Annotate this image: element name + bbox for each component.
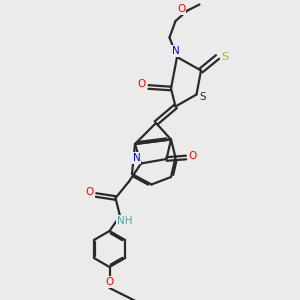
Text: N: N — [133, 153, 140, 163]
Text: S: S — [221, 52, 229, 62]
Text: O: O — [105, 277, 114, 287]
Text: O: O — [177, 4, 186, 14]
Text: NH: NH — [117, 215, 132, 226]
Text: O: O — [86, 187, 94, 197]
Text: O: O — [137, 79, 145, 89]
Text: N: N — [172, 46, 179, 56]
Text: O: O — [188, 151, 197, 161]
Text: S: S — [200, 92, 206, 103]
